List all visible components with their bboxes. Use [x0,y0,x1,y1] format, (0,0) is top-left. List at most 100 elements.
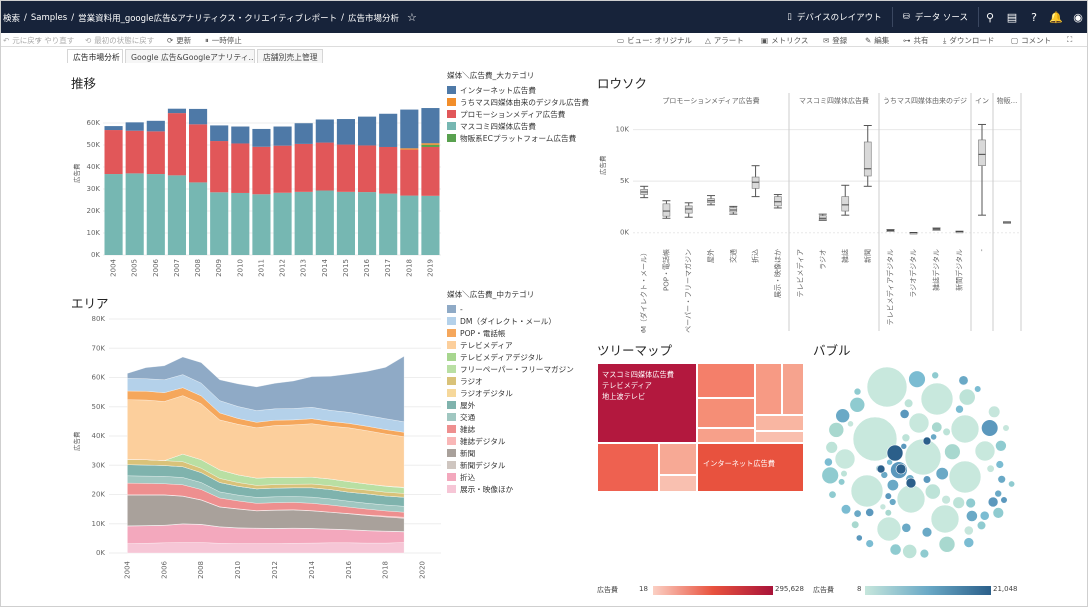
area-legend-item[interactable]: 雑誌デジタル [447,435,574,447]
trend-bar [189,182,208,255]
device-layout-button[interactable]: ▯ デバイスのレイアウト [777,7,893,27]
treemap-cell[interactable] [660,476,696,491]
bubble [948,460,982,494]
candle-xtick: 新聞 [863,249,872,263]
area-xtick: 2004 [123,560,131,578]
tab-google-ads[interactable]: Google 広告&Googleアナリティ... [125,49,255,63]
bubble [853,509,862,518]
candle-ytick: 0K [620,229,629,237]
bubble-title: バブル [813,343,851,358]
bubble-chart [821,366,1016,559]
area-legend-item[interactable]: 新聞 [447,447,574,459]
area-legend-item[interactable]: テレビメディアデジタル [447,351,574,363]
treemap-cell-tv[interactable] [598,364,696,442]
area-legend-item[interactable]: 折込 [447,471,574,483]
area-xtick: 2016 [345,560,353,578]
area-legend-item[interactable]: ラジオ [447,375,574,387]
area-legend-item[interactable]: 屋外 [447,399,574,411]
trend-xtick: 2007 [173,259,181,277]
bubble [865,507,875,517]
bubble [840,504,852,515]
share-button[interactable]: ⊶ 共有 [903,36,929,45]
database-icon: ⛁ [902,12,910,22]
bubble [922,475,932,484]
area-legend-item[interactable]: DM（ダイレクト・メール） [447,315,574,327]
trend-legend-item[interactable]: インターネット広告費 [447,84,589,96]
treemap-cell[interactable] [698,399,754,427]
trend-legend-item[interactable]: 物販系ECプラットフォーム広告費 [447,132,589,144]
candle-xtick: 雑誌 [840,249,849,263]
treemap-cell[interactable] [756,432,803,442]
undo-button[interactable]: ↶ 元に戻す [3,36,43,45]
trend-legend-label: インターネット広告費 [460,85,536,95]
bubble [976,520,987,530]
download-button[interactable]: ⤓ ダウンロード [943,35,995,46]
trend-legend-item[interactable]: うちマス四媒体由来のデジタル広告費 [447,96,589,108]
user-avatar-icon[interactable]: ◉ [1073,10,1083,24]
area-legend-label: テレビメディア [460,340,513,350]
area-legend-swatch [447,389,456,397]
area-legend-item[interactable]: - [447,303,574,315]
bubble [974,440,996,462]
treemap-cell[interactable] [756,364,781,414]
area-legend-item[interactable]: POP・電話帳 [447,327,574,339]
data-source-button[interactable]: ⛁ データ ソース [893,7,979,27]
treemap-cell[interactable] [660,444,696,474]
redo-button[interactable]: ↷ やり直す [35,36,75,45]
alert-button[interactable]: △ アラート [705,36,744,45]
area-legend-item[interactable]: 交通 [447,411,574,423]
trend-legend-item[interactable]: プロモーションメディア広告費 [447,108,589,120]
view-button[interactable]: ▭ ビュー: オリジナル [617,36,693,45]
trend-legend-item[interactable]: マスコミ四媒体広告費 [447,120,589,132]
share-icon: ⊶ [903,36,911,45]
watchlist-icon[interactable]: ▤ [1006,10,1018,24]
bubble [938,536,956,553]
area-legend-item[interactable]: 展示・映像ほか [447,483,574,495]
treemap-cell[interactable] [756,416,803,430]
breadcrumb-samples[interactable]: Samples [30,12,68,23]
refresh-icon: ⟳ [167,36,174,45]
trend-bar [294,123,313,144]
bubble [944,443,961,460]
edit-button[interactable]: ✎ 編集 [865,36,890,45]
help-icon[interactable]: ? [1031,10,1037,24]
trend-bar [273,192,292,255]
fullscreen-icon[interactable]: ⛶ [1067,35,1073,44]
candle-box [751,176,760,189]
pause-button[interactable]: ⏸ 一時停止 [205,35,242,46]
metrics-button[interactable]: ▣ メトリクス [761,36,809,45]
tab-ad-market[interactable]: 広告市場分析 [67,49,123,63]
treemap-cell[interactable] [598,444,658,491]
trend-legend-label: プロモーションメディア広告費 [460,109,566,119]
tab-store-sales[interactable]: 店舗別売上管理 [257,49,323,63]
notification-bell-icon[interactable]: 🔔 [1049,10,1063,24]
area-ytick: 40K [92,432,106,440]
revert-button[interactable]: ⟲ 最初の状態に戻す [85,36,155,45]
trend-ytick: 30K [87,185,101,193]
trend-bar [210,192,229,255]
area-legend-item[interactable]: 雑誌 [447,423,574,435]
search-icon[interactable]: ⚲ [985,10,995,24]
breadcrumb-root[interactable]: 検索 [3,13,21,24]
treemap-cell-internet[interactable] [698,444,803,491]
breadcrumb-workbook[interactable]: 営業資料用_google広告&アナリティクス・クリエイティブレポート [78,13,338,24]
subscribe-button[interactable]: ✉ 登録 [823,36,848,45]
treemap-cell[interactable] [698,364,754,397]
area-ytick: 10K [92,520,106,528]
treemap-cell[interactable] [783,364,803,414]
comment-button[interactable]: ▢ コメント [1011,36,1052,45]
bubble [865,539,874,548]
trend-xtick: 2006 [152,258,160,276]
area-legend-item[interactable]: 新聞デジタル [447,459,574,471]
area-legend-swatch [447,461,456,469]
refresh-button[interactable]: ⟳ 更新 [167,36,192,45]
trend-xtick: 2011 [257,259,265,277]
download-icon: ⤓ [943,35,947,45]
area-legend-item[interactable]: フリーペーパー・フリーマガジン [447,363,574,375]
bubble-legend-label: 広告費 [813,586,834,594]
area-legend-item[interactable]: テレビメディア [447,339,574,351]
treemap-cell[interactable] [698,429,754,442]
area-legend-item[interactable]: ラジオデジタル [447,387,574,399]
favorite-star-icon[interactable]: ☆ [407,11,417,24]
candle-title: ロウソク [597,76,648,91]
